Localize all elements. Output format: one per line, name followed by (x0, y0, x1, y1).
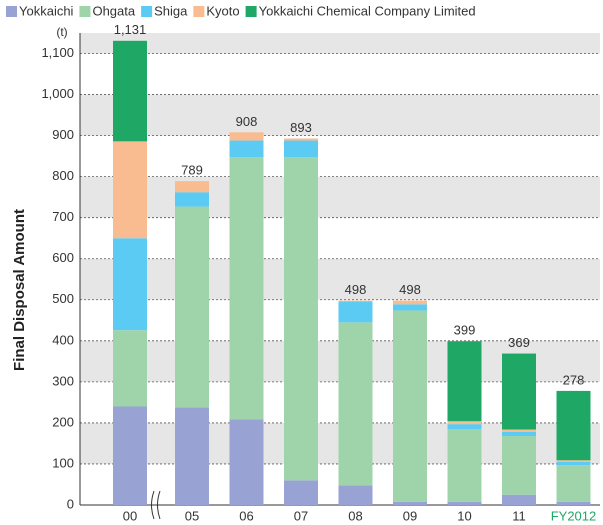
bar-segment (447, 341, 482, 422)
total-label: 1,131 (114, 22, 147, 37)
bar-segment (284, 138, 318, 141)
bar-segment (447, 424, 482, 430)
bar-segment (502, 494, 536, 505)
legend-swatch (79, 6, 91, 17)
bar-segment (556, 465, 591, 502)
legend-swatch (193, 6, 205, 17)
bar-segment (338, 322, 373, 486)
axis-break (151, 490, 155, 520)
bar-segment (229, 132, 264, 141)
total-label: 908 (236, 114, 258, 129)
legend-swatch (245, 6, 257, 17)
bar-segment (556, 460, 591, 462)
legend-label: Ohgata (92, 3, 135, 18)
bar-segment (113, 330, 147, 407)
total-label: 399 (454, 323, 476, 338)
y-tick-label: 300 (52, 373, 74, 388)
y-tick-label: 500 (52, 291, 74, 306)
legend-label: Yokkaichi (19, 3, 74, 18)
y-axis-label: Final Disposal Amount (11, 209, 28, 371)
legend-label: Shiga (154, 3, 188, 18)
total-label: 498 (399, 282, 421, 297)
bar-segment (284, 480, 318, 505)
bar-segment (175, 192, 209, 207)
grid-band (80, 176, 600, 218)
bar-segment (556, 501, 591, 505)
bar-segment (502, 431, 536, 437)
bar-segment (556, 390, 591, 461)
bar-segment (447, 429, 482, 502)
total-label: 278 (563, 372, 585, 387)
x-tick-label: 07 (294, 508, 308, 523)
bar-segment (175, 407, 209, 505)
y-tick-label: 400 (52, 332, 74, 347)
y-tick-label: 0 (67, 496, 74, 511)
bar-segment (502, 353, 536, 430)
bar-segment (284, 140, 318, 158)
x-tick-label: 11 (512, 508, 526, 523)
y-tick-label: 600 (52, 250, 74, 265)
x-tick-label: 08 (348, 508, 362, 523)
legend-label: Yokkaichi Chemical Company Limited (259, 3, 476, 18)
bar-segment (338, 301, 373, 323)
y-tick-label: 700 (52, 209, 74, 224)
total-label: 893 (290, 120, 312, 135)
bar-segment (175, 206, 209, 408)
grid-band (80, 94, 600, 136)
bar-segment (393, 300, 427, 305)
total-label: 369 (508, 335, 530, 350)
x-tick-label: 06 (239, 508, 253, 523)
axis-break (157, 490, 161, 520)
grid-band (80, 258, 600, 300)
bar-segment (393, 310, 427, 502)
legend-swatch (141, 6, 153, 17)
y-unit: (t) (56, 25, 67, 39)
bar-segment (113, 406, 147, 505)
y-tick-label: 900 (52, 127, 74, 142)
bar-segment (284, 157, 318, 481)
y-tick-label: 800 (52, 168, 74, 183)
y-tick-label: 1,000 (41, 86, 74, 101)
bar-segment (175, 181, 209, 193)
bar-segment (229, 157, 264, 420)
x-tick-label: 10 (457, 508, 471, 523)
legend-swatch (6, 6, 17, 17)
x-tick-label: 00 (123, 508, 137, 523)
bar-segment (338, 300, 373, 302)
bar-segment (338, 485, 373, 505)
bar-segment (447, 421, 482, 425)
bar-segment (113, 238, 147, 331)
bar-segment (556, 461, 591, 466)
y-tick-label: 100 (52, 455, 74, 470)
bar-segment (113, 40, 147, 142)
y-tick-label: 1,100 (41, 45, 74, 60)
bar-segment (502, 436, 536, 495)
x-tick-label: FY2012 (551, 508, 597, 523)
bar-segment (393, 304, 427, 311)
x-tick-label: 05 (185, 508, 199, 523)
bar-segment (447, 501, 482, 505)
grid-band (80, 33, 600, 54)
y-tick-label: 200 (52, 414, 74, 429)
legend-label: Kyoto (206, 3, 239, 18)
bar-segment (229, 419, 264, 505)
total-label: 789 (181, 163, 203, 178)
bar-segment (113, 141, 147, 239)
total-label: 498 (345, 282, 367, 297)
bar-segment (229, 140, 264, 158)
bar-segment (393, 501, 427, 505)
x-tick-label: 09 (403, 508, 417, 523)
bar-segment (502, 429, 536, 432)
